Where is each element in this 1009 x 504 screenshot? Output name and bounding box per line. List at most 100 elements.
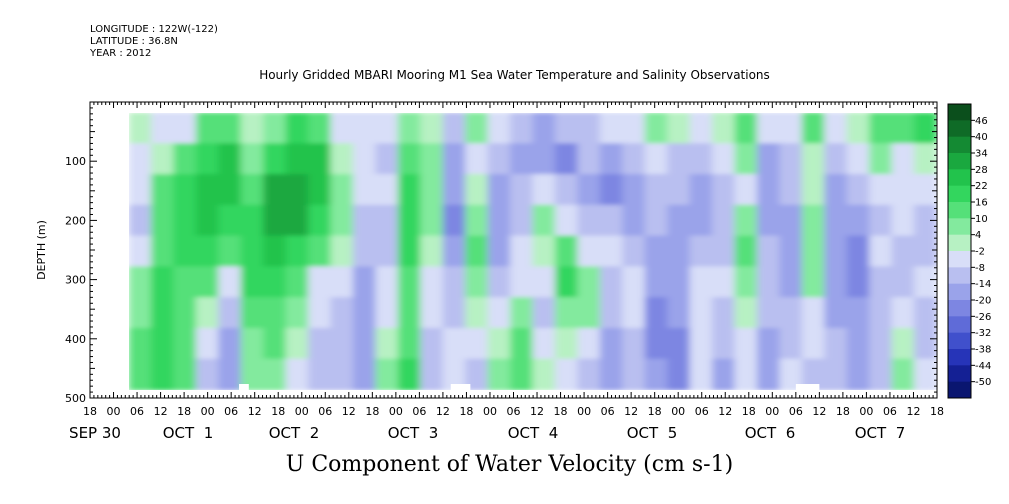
heatmap-cell xyxy=(150,174,175,206)
heatmap-cell xyxy=(465,235,489,268)
heatmap-cell xyxy=(465,327,489,360)
x-hour-label: 18 xyxy=(365,405,379,418)
x-hour-label: 00 xyxy=(859,405,873,418)
heatmap-cell xyxy=(824,174,848,206)
heatmap-cell xyxy=(801,266,826,299)
heatmap-cell xyxy=(644,174,669,206)
heatmap-cell xyxy=(375,327,399,360)
x-hour-label: 18 xyxy=(271,405,285,418)
x-hour-label: 12 xyxy=(342,405,356,418)
heatmap-cell xyxy=(734,235,758,268)
chart-title: Hourly Gridded MBARI Mooring M1 Sea Wate… xyxy=(259,68,770,82)
heatmap-cell xyxy=(173,204,197,237)
heatmap-cell xyxy=(263,143,287,176)
heatmap-cell xyxy=(352,297,377,329)
colorbar-label: 46 xyxy=(975,116,988,127)
x-hour-label: 00 xyxy=(389,405,403,418)
heatmap-cell xyxy=(869,358,893,390)
heatmap-cell xyxy=(577,297,601,329)
heatmap-cell xyxy=(667,143,691,176)
heatmap-cell xyxy=(129,143,152,176)
heatmap-cell xyxy=(554,266,579,299)
heatmap-cell xyxy=(846,143,871,176)
latitude-label: LATITUDE : 36.8N xyxy=(90,36,178,47)
x-hour-label: 18 xyxy=(742,405,756,418)
x-day-label: OCT 6 xyxy=(745,424,796,442)
heatmap-cell xyxy=(240,235,265,268)
colorbar-label: -14 xyxy=(975,279,991,290)
colorbar-label: -8 xyxy=(975,263,985,274)
x-hour-label: 18 xyxy=(554,405,568,418)
heatmap-cell xyxy=(308,235,332,268)
heatmap-cell xyxy=(308,266,332,299)
heatmap-cell xyxy=(465,266,489,299)
heatmap-cell xyxy=(510,266,534,299)
heatmap-cell xyxy=(667,297,691,329)
heatmap-cell xyxy=(914,358,937,390)
heatmap-cell xyxy=(330,143,354,176)
heatmap-cell xyxy=(173,358,197,390)
heatmap-cell xyxy=(465,204,489,237)
heatmap-cell xyxy=(465,297,489,329)
heatmap-cell xyxy=(308,113,332,145)
heatmap-cell xyxy=(218,174,242,206)
colorbar-swatch xyxy=(948,202,971,219)
x-hour-label: 12 xyxy=(248,405,262,418)
heatmap-cell xyxy=(846,204,871,237)
x-day-label: OCT 4 xyxy=(508,424,559,442)
heatmap-cell xyxy=(420,235,444,268)
heatmap-cell xyxy=(756,113,781,145)
heatmap-cell xyxy=(352,358,377,390)
heatmap-cell xyxy=(195,143,220,176)
heatmap-cell xyxy=(263,297,287,329)
heatmap-cell xyxy=(397,297,422,329)
heatmap-cell xyxy=(779,297,803,329)
heatmap-cell xyxy=(779,113,803,145)
heatmap-cell xyxy=(712,297,736,329)
x-hour-label: 00 xyxy=(577,405,591,418)
heatmap-cell xyxy=(689,143,714,176)
heatmap-cell xyxy=(824,235,848,268)
heatmap-cell xyxy=(532,143,556,176)
heatmap-cell xyxy=(846,358,871,390)
heatmap-cell xyxy=(532,113,556,145)
heatmap-cell xyxy=(756,235,781,268)
heatmap-cell xyxy=(599,143,624,176)
heatmap-cell xyxy=(689,327,714,360)
heatmap-cell xyxy=(914,235,937,268)
heatmap-cell xyxy=(420,327,444,360)
heatmap-cell xyxy=(712,235,736,268)
heatmap-cell xyxy=(442,113,467,145)
heatmap-cell xyxy=(779,204,803,237)
colorbar-swatch xyxy=(948,104,971,121)
heatmap-cell xyxy=(734,327,758,360)
heatmap-cell xyxy=(824,327,848,360)
heatmap-cell xyxy=(240,113,265,145)
heatmap-cell xyxy=(150,204,175,237)
x-hour-label: 18 xyxy=(83,405,97,418)
x-hour-label: 06 xyxy=(601,405,615,418)
x-hour-label: 12 xyxy=(906,405,920,418)
heatmap-cell xyxy=(442,235,467,268)
heatmap-cell xyxy=(240,174,265,206)
colorbar-label: -44 xyxy=(975,361,991,372)
heatmap-cell xyxy=(330,266,354,299)
heatmap-cell xyxy=(554,235,579,268)
heatmap-cell xyxy=(712,174,736,206)
heatmap-cell xyxy=(375,235,399,268)
heatmap-cell xyxy=(240,297,265,329)
heatmap-cell xyxy=(285,297,310,329)
data-gaps xyxy=(239,384,820,392)
heatmap-cell xyxy=(420,204,444,237)
heatmap-cell xyxy=(577,204,601,237)
heatmap-cell xyxy=(779,174,803,206)
heatmap-cell xyxy=(667,204,691,237)
heatmap-cell xyxy=(465,358,489,390)
colorbar-label: 28 xyxy=(975,165,988,176)
heatmap-cell xyxy=(487,113,512,145)
x-hour-label: 06 xyxy=(412,405,426,418)
heatmap-cell xyxy=(846,235,871,268)
heatmap-cell xyxy=(712,266,736,299)
y-tick-label: 500 xyxy=(65,392,86,405)
heatmap-cell xyxy=(218,235,242,268)
